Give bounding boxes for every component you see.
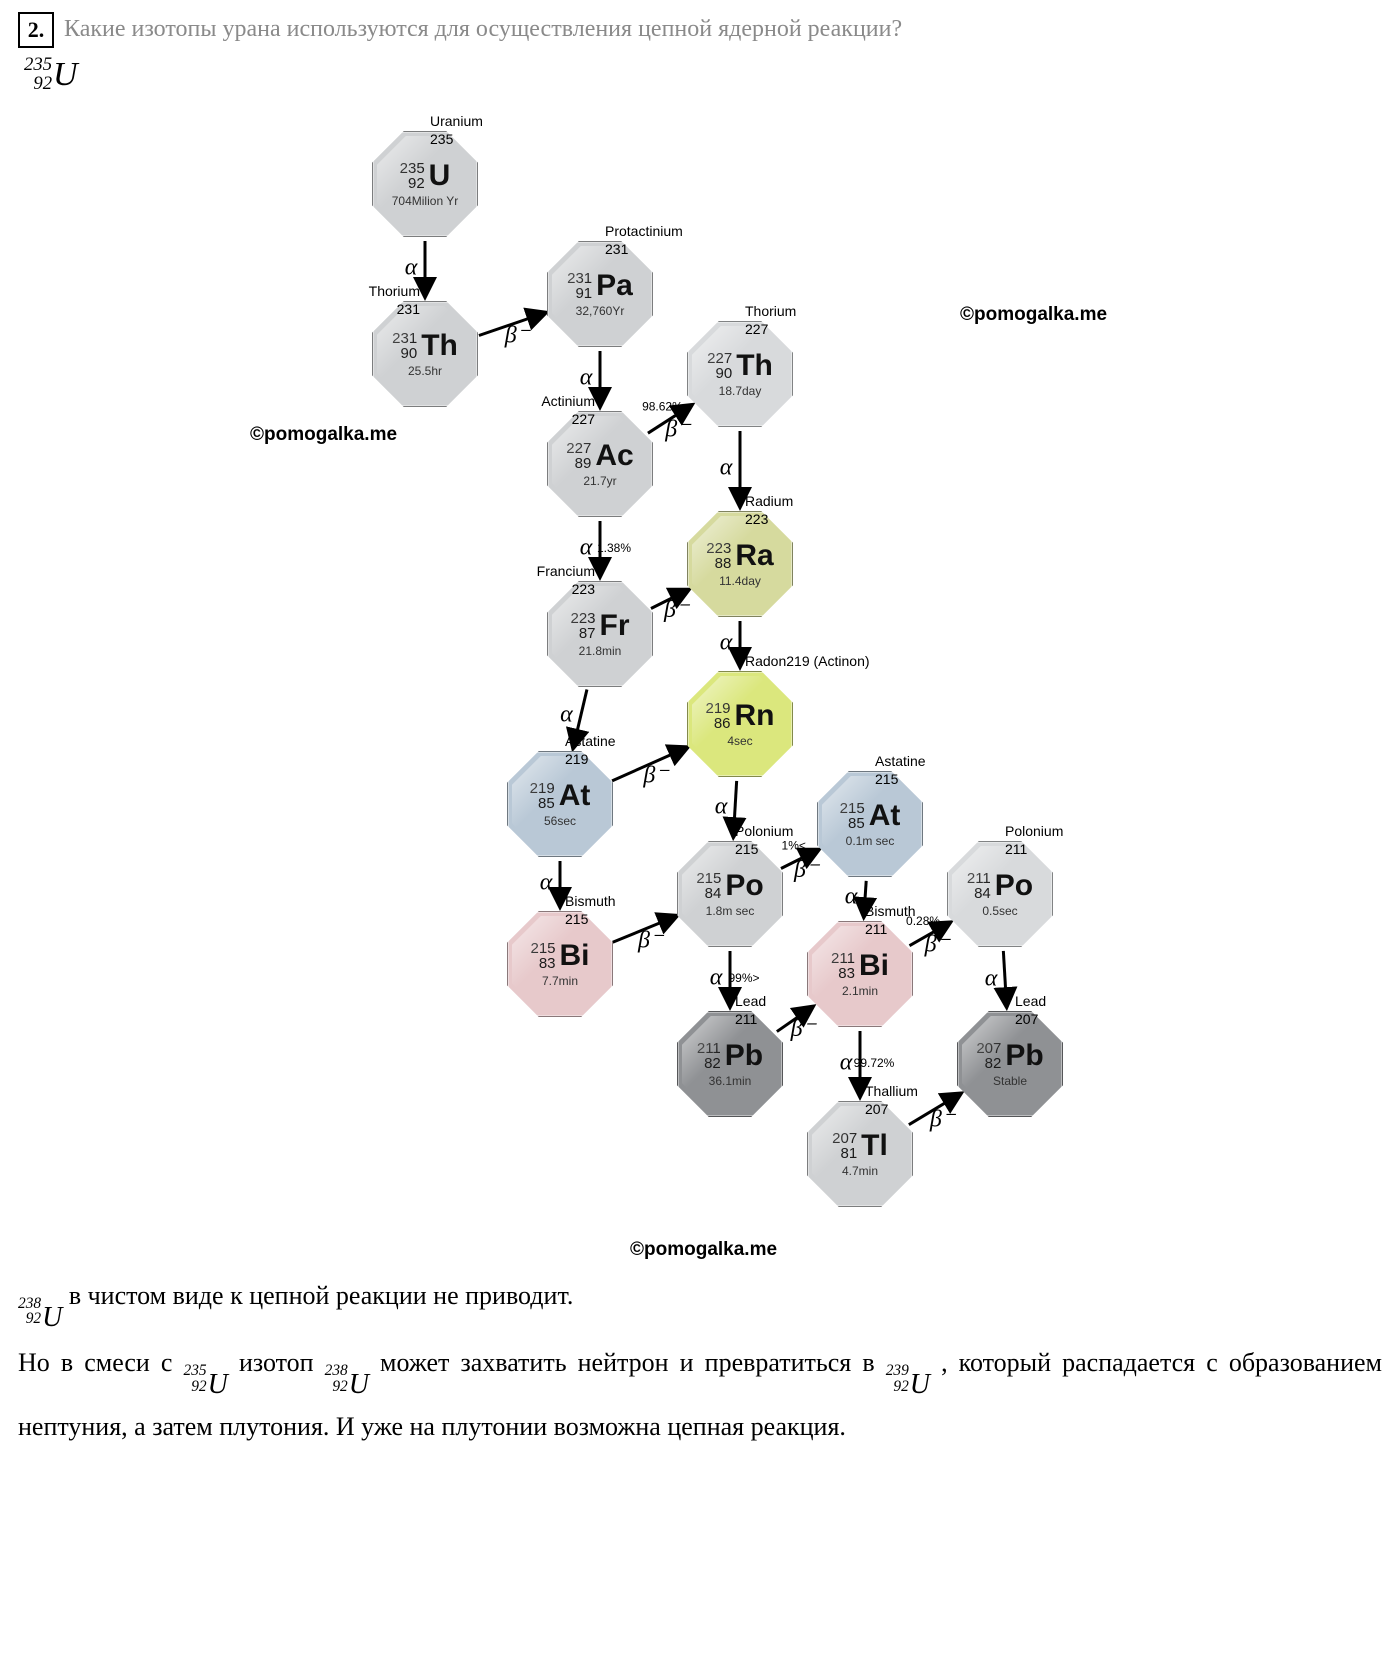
alpha-label: α bbox=[580, 365, 593, 391]
branch-percent: 99.72% bbox=[854, 1056, 895, 1070]
question-text: Какие изотопы урана используются для осу… bbox=[64, 12, 1382, 43]
beta-label: β⁻ bbox=[504, 323, 532, 349]
answer-p1: 238 92 U в чистом виде к цепной реакции … bbox=[18, 1276, 1382, 1339]
nuclide-tl207: 20781 Tl 4.7min Thallium207 bbox=[807, 1101, 913, 1207]
alpha-label: α bbox=[720, 455, 733, 481]
alpha-label: α bbox=[540, 870, 553, 896]
nuclide-po211: 21184 Po 0.5sec Polonium211 bbox=[947, 841, 1053, 947]
iso-symbol: U bbox=[53, 56, 78, 94]
beta-label: β⁻ bbox=[929, 1107, 957, 1133]
isotope-u235-inline: 235 92 U bbox=[184, 1363, 228, 1406]
nuclide-pb211: 21182 Pb 36.1min Lead211 bbox=[677, 1011, 783, 1117]
nuclide-rn219: 21986 Rn 4sec Radon219 (Actinon) bbox=[687, 671, 793, 777]
alpha-label: α bbox=[580, 535, 593, 561]
watermark: ©pomogalka.me bbox=[960, 304, 1107, 326]
alpha-label: α bbox=[840, 1050, 853, 1076]
beta-label: β⁻ bbox=[642, 762, 670, 788]
nuclide-at219: 21985 At 56sec Astatine219 bbox=[507, 751, 613, 857]
answer-paragraphs: 238 92 U в чистом виде к цепной реакции … bbox=[18, 1276, 1382, 1447]
nuclide-pa231: 23191 Pa 32,760Yr Protactinium231 bbox=[547, 241, 653, 347]
nuclide-ac227: 22789 Ac 21.7yr Actinium227 bbox=[547, 411, 653, 517]
isotope-u238: 238 92 U bbox=[18, 1296, 62, 1339]
nuclide-bi211: 21183 Bi 2.1min Bismuth211 bbox=[807, 921, 913, 1027]
decay-arrow bbox=[1003, 951, 1006, 1007]
nuclide-u235: 23592 U 704Milion Yr Uranium235 bbox=[372, 131, 478, 237]
alpha-label: α bbox=[985, 965, 998, 991]
watermark: ©pomogalka.me bbox=[250, 424, 397, 446]
nuclide-ra223: 22388 Ra 11.4day Radium223 bbox=[687, 511, 793, 617]
question-number-box: 2. bbox=[18, 12, 54, 48]
watermark: ©pomogalka.me bbox=[630, 1239, 777, 1261]
branch-percent: 99%> bbox=[728, 971, 759, 985]
nuclide-th227: 22790 Th 18.7day Thorium227 bbox=[687, 321, 793, 427]
alpha-label: α bbox=[720, 630, 733, 656]
question-number: 2. bbox=[28, 17, 45, 43]
nuclide-bi215: 21583 Bi 7.7min Bismuth215 bbox=[507, 911, 613, 1017]
alpha-label: α bbox=[715, 794, 728, 820]
question-row: 2. Какие изотопы урана используются для … bbox=[18, 12, 1382, 48]
nuclide-po215: 21584 Po 1.8m sec Polonium215 bbox=[677, 841, 783, 947]
alpha-label: α bbox=[845, 884, 858, 910]
branch-percent: 1.38% bbox=[597, 541, 631, 555]
nuclide-fr223: 22387 Fr 21.8min Francium223 bbox=[547, 581, 653, 687]
isotope-u235-top: 235 92 U bbox=[24, 56, 78, 94]
isotope-u238-inline: 238 92 U bbox=[325, 1363, 369, 1406]
iso-z: 92 bbox=[33, 75, 52, 94]
nuclide-pb207: 20782 Pb Stable Lead207 bbox=[957, 1011, 1063, 1117]
nuclide-th231: 23190 Th 25.5hr Thorium231 bbox=[372, 301, 478, 407]
isotope-u239: 239 92 U bbox=[886, 1363, 930, 1406]
beta-label: β⁻ bbox=[637, 927, 665, 953]
alpha-label: α bbox=[710, 965, 723, 991]
decay-chain-diagram: αβ⁻αβ⁻98.62%αα1.38%β⁻ααβ⁻ααβ⁻1%<αβ⁻α99%>… bbox=[200, 104, 1200, 1264]
alpha-label: α bbox=[560, 701, 573, 727]
alpha-label: α bbox=[405, 255, 418, 281]
iso-mass: 235 bbox=[24, 56, 52, 75]
nuclide-at215: 21585 At 0.1m sec Astatine215 bbox=[817, 771, 923, 877]
answer-p2: Но в смеси с 235 92 U изотоп 238 92 U мо… bbox=[18, 1343, 1382, 1447]
